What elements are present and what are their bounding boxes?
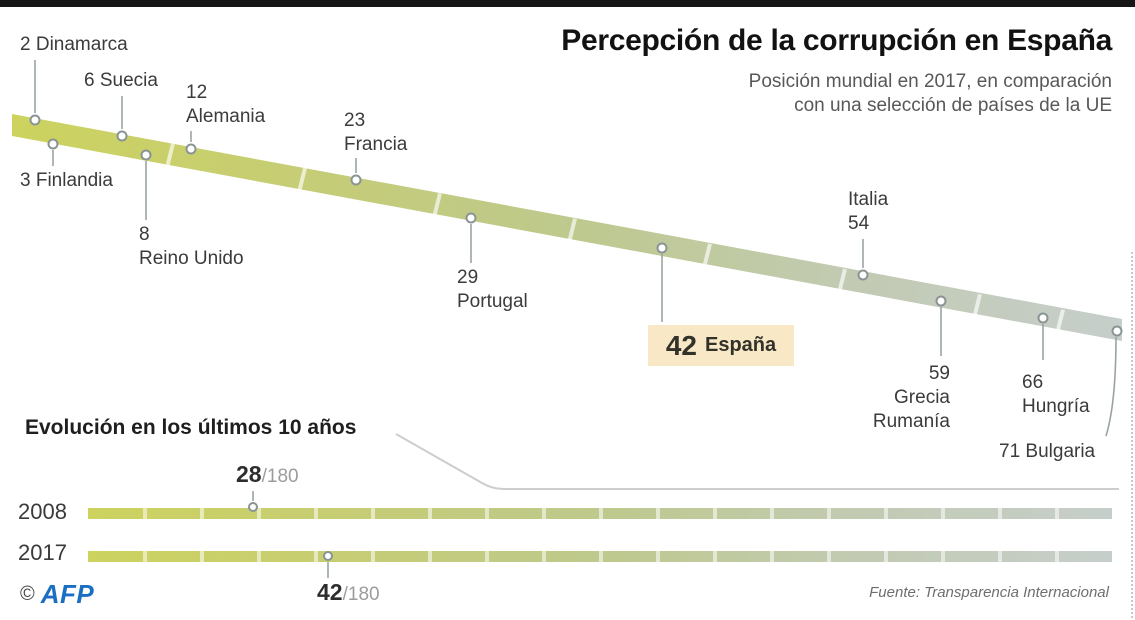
country-marker-dot <box>350 174 362 186</box>
evolution-marker-2017: 42/180 <box>317 579 380 606</box>
country-label-line: Alemania <box>186 106 266 127</box>
country-label: 8 Reino Unido <box>139 223 244 271</box>
band-segment-gap <box>297 167 307 193</box>
country-label: 59 Grecia Rumanía <box>840 362 950 434</box>
country-label-line: 59 <box>928 363 950 384</box>
espana-name: España <box>705 334 777 356</box>
country-marker-dot <box>1037 312 1049 324</box>
band-segment-gap <box>432 192 442 218</box>
subtitle: Posición mundial en 2017, en comparación… <box>749 70 1112 118</box>
espana-rank: 42 <box>665 329 697 361</box>
evolution-marker-dot <box>248 502 258 512</box>
country-marker-dot <box>1111 325 1123 337</box>
band-segment-gap <box>1055 309 1065 335</box>
country-marker-dot <box>465 212 477 224</box>
evolution-marker-value: 42 <box>317 579 343 605</box>
country-marker-dot <box>29 114 41 126</box>
country-label-line: Hungría <box>1022 396 1090 417</box>
country-label-line: Portugal <box>457 291 528 312</box>
country-label: 29 Portugal <box>457 266 528 314</box>
evolution-marker-2008: 28/180 <box>236 461 299 488</box>
country-label-line: 66 <box>1022 372 1044 393</box>
right-dotted-border <box>1131 252 1133 618</box>
subtitle-line-1: Posición mundial en 2017, en comparación <box>748 71 1112 92</box>
evolution-marker-total: /180 <box>342 584 380 605</box>
evolution-marker-value: 28 <box>236 461 262 487</box>
country-label: 12 Alemania <box>186 81 265 129</box>
ranking-band <box>12 114 1122 341</box>
country-label-line: Francia <box>344 134 408 155</box>
country-marker-dot <box>857 269 869 281</box>
page-title: Percepción de la corrupción en España <box>561 24 1112 57</box>
subtitle-line-2: con una selección de países de la UE <box>794 95 1112 116</box>
country-label-line: 8 <box>139 224 150 245</box>
country-label-line: 23 <box>344 110 366 131</box>
evolution-year-2008: 2008 <box>18 499 67 524</box>
country-marker-dot <box>140 149 152 161</box>
country-label: 71 Bulgaria <box>999 440 1095 464</box>
band-segment-gap <box>972 293 982 319</box>
source-credit: Fuente: Transparencia Internacional <box>869 584 1109 601</box>
country-leader-line-bulgaria <box>1105 336 1117 437</box>
country-label-line: Reino Unido <box>139 248 244 269</box>
band-segment-gap <box>567 218 577 244</box>
country-label-line: 71 Bulgaria <box>999 441 1096 462</box>
copyright-symbol: © <box>20 583 35 605</box>
country-label-line: Italia <box>848 189 889 210</box>
country-label-line: Grecia <box>894 387 950 408</box>
country-label-line: 29 <box>457 267 479 288</box>
country-label-line: 2 Dinamarca <box>20 34 128 55</box>
country-marker-dot <box>935 295 947 307</box>
band-segment-gap <box>702 243 712 269</box>
evolution-heading: Evolución en los últimos 10 años <box>25 416 357 439</box>
country-label: 66 Hungría <box>1022 371 1090 419</box>
afp-logo-text: AFP <box>40 579 95 609</box>
country-marker-dot <box>656 242 668 254</box>
espana-highlight-label: 42 España <box>648 325 794 366</box>
evolution-marker-dot <box>323 551 333 561</box>
country-label: 3 Finlandia <box>20 169 113 193</box>
evolution-marker-total: /180 <box>261 466 299 487</box>
country-label: Italia 54 <box>848 188 888 236</box>
country-label-line: 3 Finlandia <box>20 170 113 191</box>
country-label: 2 Dinamarca <box>20 33 128 57</box>
country-label-line: Rumanía <box>872 411 950 432</box>
country-label: 6 Suecia <box>84 69 158 93</box>
band-segment-gap <box>837 268 847 294</box>
country-label: 23 Francia <box>344 109 407 157</box>
country-marker-dot <box>47 138 59 150</box>
afp-logo: © AFP <box>20 579 94 610</box>
band-segment-gap <box>165 143 175 168</box>
country-marker-dot <box>185 143 197 155</box>
country-marker-dot <box>116 130 128 142</box>
evolution-connector-line <box>395 433 1119 490</box>
top-border-bar <box>0 0 1135 7</box>
country-label-line: 12 <box>186 82 208 103</box>
country-label-line: 54 <box>848 213 870 234</box>
evolution-year-2017: 2017 <box>18 540 67 565</box>
country-label-line: 6 Suecia <box>84 70 158 91</box>
